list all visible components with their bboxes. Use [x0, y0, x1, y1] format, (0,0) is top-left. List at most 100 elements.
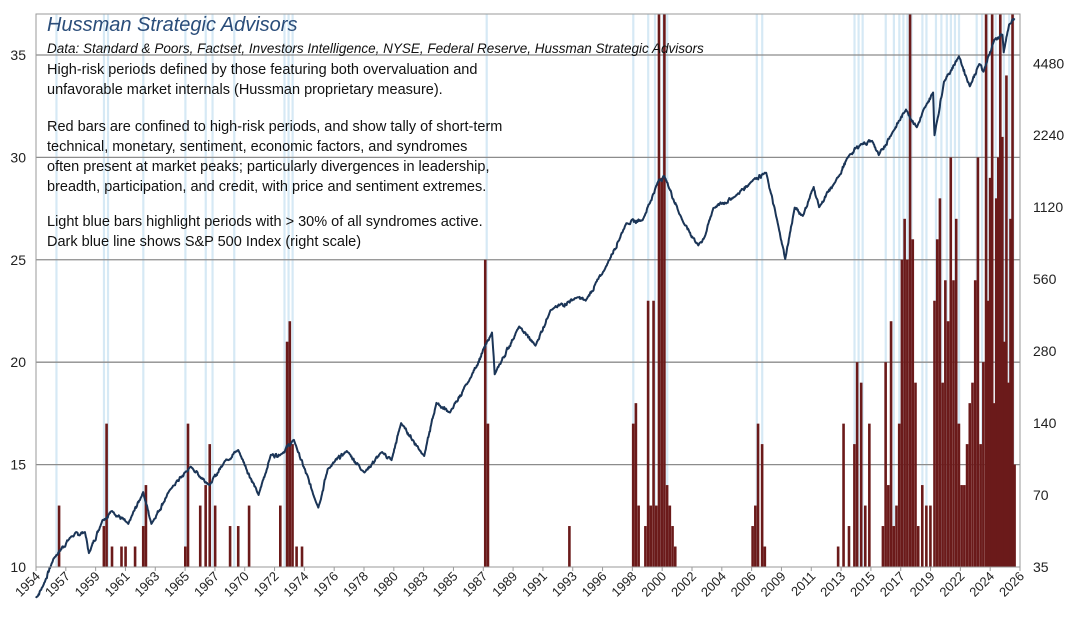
red-bar	[884, 362, 887, 567]
red-bar	[186, 423, 190, 567]
light-blue-bar	[204, 14, 207, 567]
x-tick-label: 2011	[788, 569, 818, 599]
x-tick-label: 2004	[698, 569, 729, 600]
red-bar	[657, 14, 661, 567]
light-blue-bar	[283, 14, 286, 567]
red-bar	[568, 526, 571, 567]
red-bar	[946, 321, 950, 567]
red-bar	[957, 423, 961, 567]
light-blue-bar	[142, 14, 145, 567]
red-bar	[954, 218, 958, 567]
red-bar	[1013, 464, 1016, 567]
red-bar	[105, 423, 108, 567]
red-bar	[914, 382, 917, 567]
red-bar	[984, 14, 988, 567]
x-tick-label: 2009	[758, 569, 789, 600]
light-blue-bar	[233, 14, 236, 567]
red-bar	[652, 300, 655, 567]
x-tick-label: 1972	[251, 569, 282, 600]
red-bar	[842, 423, 845, 567]
red-bar	[889, 321, 893, 567]
red-bar	[285, 341, 289, 567]
red-bar	[988, 177, 992, 567]
x-tick-label: 2017	[877, 569, 908, 600]
x-tick-label: 1965	[161, 569, 192, 600]
red-bar	[996, 157, 1000, 568]
red-bar	[236, 526, 240, 567]
x-tick-label: 2022	[936, 569, 967, 600]
red-bar	[751, 526, 754, 567]
x-tick-label: 1976	[310, 569, 341, 600]
red-bar	[903, 218, 906, 567]
light-blue-bar	[957, 14, 961, 567]
x-tick-label: 2006	[728, 569, 759, 600]
red-bar	[763, 546, 767, 567]
right-tick-label: 4480	[1033, 55, 1064, 71]
light-blue-bar	[940, 14, 943, 567]
red-bar	[892, 526, 896, 567]
right-tick-label: 280	[1033, 343, 1057, 359]
x-tick-label: 1974	[280, 569, 311, 600]
red-bar	[754, 505, 757, 567]
red-bar	[929, 505, 932, 567]
red-bar	[291, 444, 294, 567]
red-bar	[646, 300, 650, 567]
red-bar	[124, 546, 127, 567]
light-blue-bar	[857, 14, 860, 567]
x-tick-label: 2015	[847, 569, 878, 600]
red-bar	[976, 157, 980, 568]
red-bar	[654, 505, 658, 567]
red-bar	[486, 423, 490, 567]
x-tick-label: 2024	[966, 569, 997, 600]
x-tick-label: 1967	[191, 569, 222, 600]
light-blue-bar	[184, 14, 187, 567]
x-tick-label: 1983	[400, 569, 431, 600]
red-bar	[668, 505, 672, 567]
light-blue-bar	[892, 14, 895, 567]
right-tick-label: 2240	[1033, 127, 1064, 143]
red-bar	[198, 505, 202, 567]
x-tick-label: 2000	[638, 569, 669, 600]
note-red-bars: Red bars are confined to high-risk perio…	[47, 117, 502, 197]
sp500-series	[35, 17, 1016, 599]
red-bar	[133, 546, 137, 567]
red-bar	[644, 526, 647, 567]
x-tick-label: 1970	[221, 569, 252, 600]
red-bar	[483, 259, 487, 567]
red-bar	[1003, 341, 1006, 567]
red-bar	[906, 259, 909, 567]
red-bar	[1009, 218, 1012, 567]
light-blue-bar	[287, 14, 290, 567]
chart-title: Hussman Strategic Advisors	[47, 14, 298, 36]
x-tick-label: 2019	[907, 569, 938, 600]
x-tick-label: 1961	[102, 569, 133, 600]
left-tick-label: 15	[10, 457, 26, 473]
red-bar	[999, 14, 1002, 567]
red-bar	[952, 280, 955, 567]
note-line: Red bars are confined to high-risk perio…	[47, 119, 503, 135]
red-bar	[665, 485, 669, 567]
red-bar	[855, 362, 859, 567]
red-bar	[634, 403, 638, 567]
note-line: unfavorable market internals (Hussman pr…	[47, 82, 443, 98]
x-tick-label: 2026	[996, 569, 1027, 600]
light-blue-bar	[986, 14, 989, 567]
x-tick-label: 2002	[668, 569, 699, 600]
light-blue-bar	[632, 14, 635, 567]
light-blue-bar	[761, 14, 764, 567]
right-tick-label: 35	[1033, 559, 1049, 575]
note-high-risk: High-risk periods defined by those featu…	[47, 60, 477, 100]
light-blue-bar	[647, 14, 650, 567]
red-bar	[859, 382, 863, 567]
light-blue-bar	[666, 14, 669, 567]
x-tick-label: 1987	[459, 569, 490, 600]
red-bar	[887, 485, 890, 567]
red-bar	[102, 526, 106, 567]
red-bar	[963, 485, 966, 567]
red-bar	[979, 444, 982, 567]
right-tick-label: 70	[1033, 487, 1049, 503]
red-bar	[868, 423, 871, 567]
note-blue: Light blue bars highlight periods with >…	[47, 212, 483, 252]
red-bar	[660, 177, 663, 567]
